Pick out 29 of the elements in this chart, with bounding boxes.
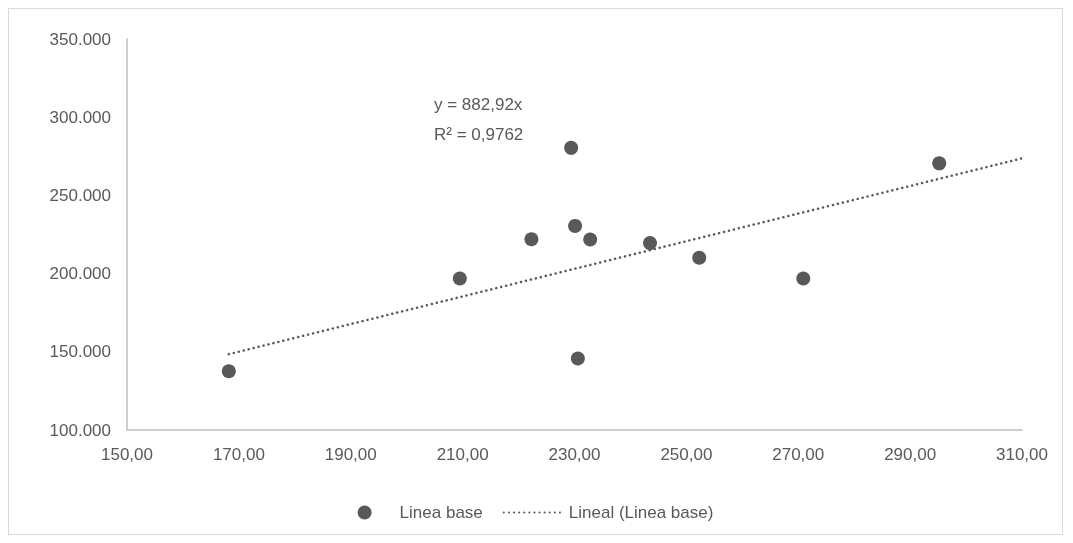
x-tick-label: 210,00 [436,445,489,464]
point [221,364,236,379]
point [692,250,707,265]
x-tick-label: 190,00 [324,445,377,464]
legend-label: Linea base [399,503,483,522]
point [796,271,811,286]
x-tick-label: 290,00 [884,445,937,464]
point [452,271,467,286]
point [564,140,579,155]
x-tick-label: 250,00 [660,445,713,464]
annotation: y = 882,92x R² = 0,9762 [434,94,524,144]
x-tick-label: 230,00 [548,445,601,464]
point [583,232,598,247]
point [568,218,583,233]
point [570,351,585,366]
point [643,236,658,251]
point [524,232,539,247]
legend-label: Lineal (Linea base) [568,503,714,522]
x-tick-label: 150,00 [101,445,153,464]
y-tick-label: 250.000 [49,185,111,205]
point [932,156,947,171]
y-tick-label: 350.000 [49,29,111,49]
x-tick-label: 270,00 [772,445,825,464]
y-tick-label: 200.000 [49,264,111,284]
y-tick-label: 150.000 [49,342,111,362]
x-tick-label: 310,00 [996,445,1048,464]
y-tick-label: 100.000 [49,420,111,440]
x-tick-label: 170,00 [212,445,265,464]
y-tick-label: 300.000 [49,107,111,127]
